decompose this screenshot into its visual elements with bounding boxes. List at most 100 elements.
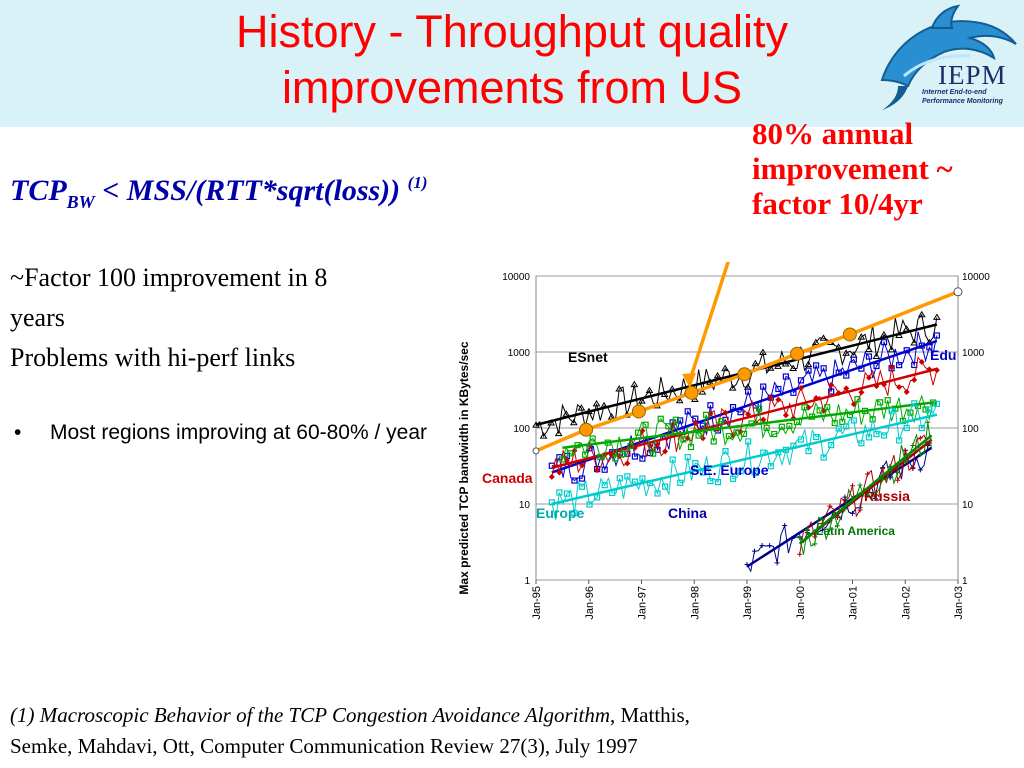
data-point bbox=[559, 456, 566, 463]
data-point bbox=[865, 492, 871, 498]
data-point bbox=[933, 367, 940, 374]
data-point bbox=[563, 457, 570, 464]
data-point bbox=[819, 334, 828, 341]
data-point bbox=[767, 394, 774, 401]
data-point bbox=[786, 422, 793, 429]
annotation-point bbox=[631, 404, 646, 419]
data-point bbox=[843, 423, 850, 430]
formula-rest: < MSS/(RTT*sqrt(loss)) bbox=[94, 174, 401, 207]
data-point bbox=[578, 483, 586, 490]
data-point bbox=[675, 396, 684, 404]
data-point bbox=[698, 388, 707, 395]
data-point bbox=[609, 489, 616, 497]
data-point bbox=[926, 344, 933, 351]
data-point bbox=[805, 448, 812, 455]
y-tick-label-right: 100 bbox=[962, 424, 979, 435]
tcp-formula: TCPBW < MSS/(RTT*sqrt(loss)) (1) bbox=[10, 173, 427, 213]
trend-line bbox=[551, 413, 938, 506]
data-point bbox=[781, 360, 790, 367]
data-point bbox=[532, 421, 540, 428]
data-point bbox=[850, 417, 857, 424]
logo-subtitle-line-1: Internet End-to-end bbox=[922, 89, 987, 96]
series-line bbox=[746, 442, 932, 573]
data-point bbox=[910, 339, 919, 346]
improvement-annotation: 80% annual improvement ~ factor 10/4yr bbox=[752, 116, 953, 221]
data-point bbox=[911, 400, 918, 407]
data-point bbox=[917, 451, 923, 457]
series-label: Edu bbox=[930, 347, 956, 363]
reference-title: (1) Macroscopic Behavior of the TCP Cong… bbox=[10, 703, 610, 727]
data-point bbox=[850, 483, 855, 489]
data-point bbox=[797, 535, 803, 541]
data-point bbox=[707, 410, 714, 417]
reference-authors: , Matthis, bbox=[610, 703, 690, 727]
series-label: Latin America bbox=[816, 524, 895, 538]
data-point bbox=[811, 338, 820, 346]
data-point bbox=[571, 509, 578, 517]
data-point bbox=[677, 417, 684, 424]
title-line-1: History - Throughput quality bbox=[236, 6, 788, 57]
data-point bbox=[714, 479, 722, 486]
annotation-arrowhead bbox=[682, 373, 696, 388]
data-point bbox=[895, 470, 901, 476]
data-point bbox=[797, 384, 804, 391]
data-point bbox=[600, 401, 608, 409]
data-point bbox=[857, 482, 863, 488]
data-point bbox=[638, 397, 646, 404]
data-point bbox=[910, 442, 916, 448]
data-point bbox=[722, 447, 729, 455]
annotation-line-1: 80% annual bbox=[752, 116, 914, 151]
data-point bbox=[612, 455, 619, 462]
data-point bbox=[774, 560, 780, 566]
data-point bbox=[930, 399, 937, 406]
series-label: S.E. Europe bbox=[690, 462, 769, 478]
trend-line bbox=[798, 434, 933, 545]
data-point bbox=[725, 433, 732, 440]
data-point bbox=[556, 469, 563, 476]
data-point bbox=[556, 489, 563, 496]
data-point bbox=[577, 404, 586, 411]
data-point bbox=[728, 384, 737, 391]
data-point bbox=[699, 469, 706, 476]
data-point bbox=[797, 436, 805, 443]
data-point bbox=[819, 516, 825, 522]
data-point bbox=[850, 510, 855, 516]
data-point bbox=[842, 349, 851, 356]
data-point bbox=[745, 438, 752, 445]
x-tick-label: Jan-98 bbox=[689, 586, 701, 620]
data-point bbox=[834, 343, 843, 350]
data-point bbox=[824, 404, 831, 411]
data-point bbox=[896, 437, 903, 444]
data-point bbox=[639, 475, 646, 482]
data-point bbox=[782, 446, 789, 453]
data-point bbox=[918, 342, 925, 349]
data-point bbox=[661, 483, 669, 490]
data-point bbox=[902, 325, 911, 332]
data-point bbox=[813, 394, 820, 401]
data-point bbox=[548, 499, 555, 506]
series-line bbox=[551, 331, 938, 482]
data-point bbox=[759, 542, 765, 548]
data-point bbox=[695, 432, 702, 439]
data-point bbox=[831, 419, 838, 427]
data-point bbox=[737, 467, 744, 475]
data-point bbox=[917, 467, 923, 473]
data-point bbox=[722, 409, 729, 416]
data-point bbox=[775, 449, 782, 456]
title-line-2: improvements from US bbox=[281, 62, 743, 113]
data-point bbox=[828, 442, 835, 449]
body-text: ~Factor 100 improvement in 8 years Probl… bbox=[10, 258, 440, 378]
data-point bbox=[925, 419, 931, 425]
data-point bbox=[665, 423, 672, 430]
data-point bbox=[594, 467, 601, 474]
data-point bbox=[834, 523, 840, 529]
data-point bbox=[744, 562, 750, 568]
data-point bbox=[789, 536, 795, 542]
data-point bbox=[933, 400, 940, 407]
series-line bbox=[561, 394, 938, 461]
data-point bbox=[880, 339, 888, 346]
data-point bbox=[895, 477, 901, 483]
data-point bbox=[604, 439, 611, 446]
data-point bbox=[872, 492, 878, 498]
data-point bbox=[563, 490, 571, 497]
